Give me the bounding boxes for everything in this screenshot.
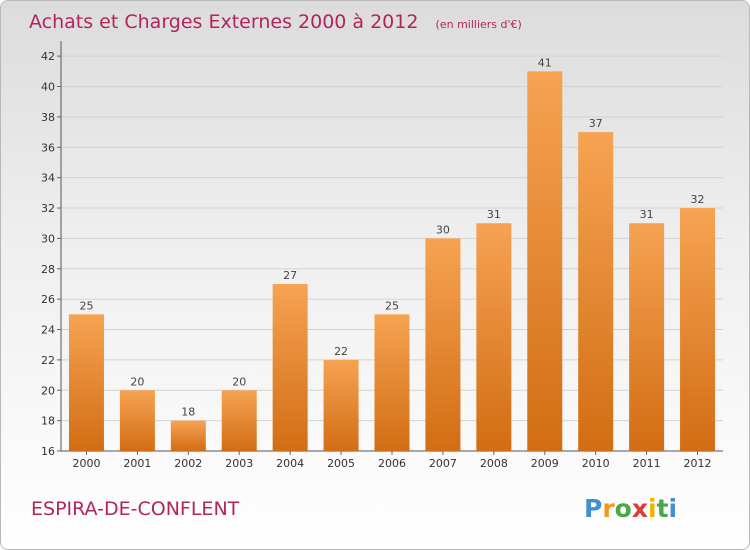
y-tick-label: 30 xyxy=(41,232,55,245)
bar-2009 xyxy=(527,71,563,452)
bar-2004 xyxy=(272,283,308,451)
bar-2010 xyxy=(578,132,614,451)
value-label: 41 xyxy=(538,56,552,69)
y-tick-label: 26 xyxy=(41,293,55,306)
commune-name: ESPIRA-DE-CONFLENT xyxy=(31,498,240,520)
bar-2008 xyxy=(476,223,512,451)
x-tick-label: 2000 xyxy=(72,457,100,470)
proxiti-logo-letter: i xyxy=(669,494,678,523)
y-tick-label: 28 xyxy=(41,263,55,276)
value-label: 20 xyxy=(130,375,144,388)
x-tick-label: 2009 xyxy=(531,457,559,470)
proxiti-logo-letter: x xyxy=(632,494,648,523)
x-tick-label: 2003 xyxy=(225,457,253,470)
x-tick-label: 2011 xyxy=(633,457,661,470)
y-tick-label: 42 xyxy=(41,50,55,63)
bar-2005 xyxy=(323,359,359,451)
bars xyxy=(68,71,716,452)
x-tick-label: 2005 xyxy=(327,457,355,470)
x-tick-label: 2010 xyxy=(582,457,610,470)
chart-title-group: Achats et Charges Externes 2000 à 2012 (… xyxy=(29,11,522,33)
proxiti-logo: Proxiti xyxy=(584,494,677,523)
x-tick-label: 2001 xyxy=(123,457,151,470)
bar-2001 xyxy=(119,390,155,451)
y-tick-label: 36 xyxy=(41,141,55,154)
y-tick-label: 18 xyxy=(41,415,55,428)
x-tick-label: 2002 xyxy=(174,457,202,470)
y-axis-ticks: 16 18 20 22 24 26 28 30 32 34 36 38 40 42 xyxy=(41,50,61,458)
x-axis-labels: 2000 2001 2002 2003 2004 2005 2006 2007 2008 2009… xyxy=(72,451,712,470)
proxiti-logo-letter: P xyxy=(584,494,602,523)
y-tick-label: 20 xyxy=(41,384,55,397)
x-tick-label: 2007 xyxy=(429,457,457,470)
bar-2011 xyxy=(629,223,665,451)
value-label: 25 xyxy=(79,299,93,312)
bar-2000 xyxy=(68,314,104,451)
y-tick-label: 32 xyxy=(41,202,55,215)
bar-2007 xyxy=(425,238,461,451)
bar-2002 xyxy=(170,420,206,451)
value-label: 18 xyxy=(181,406,195,419)
value-label: 20 xyxy=(232,375,246,388)
value-label: 31 xyxy=(487,208,501,221)
y-tick-label: 24 xyxy=(41,324,55,337)
y-tick-label: 22 xyxy=(41,354,55,367)
value-label: 31 xyxy=(640,208,654,221)
x-tick-label: 2012 xyxy=(684,457,712,470)
bar-2003 xyxy=(221,390,257,451)
value-labels: 25 20 18 20 27 22 25 30 31 41 37 31 32 xyxy=(79,56,704,418)
chart-unit: (en milliers d'€) xyxy=(436,18,522,31)
y-tick-label: 38 xyxy=(41,111,55,124)
bar-2012 xyxy=(680,208,716,451)
value-label: 22 xyxy=(334,345,348,358)
y-tick-label: 40 xyxy=(41,81,55,94)
proxiti-logo-letter: r xyxy=(602,494,615,523)
bar-2006 xyxy=(374,314,410,451)
value-label: 37 xyxy=(589,117,603,130)
proxiti-logo-letter: t xyxy=(657,494,669,523)
y-tick-label: 34 xyxy=(41,172,55,185)
chart-title: Achats et Charges Externes 2000 à 2012 xyxy=(29,11,418,33)
x-tick-label: 2004 xyxy=(276,457,304,470)
value-label: 32 xyxy=(691,193,705,206)
value-label: 30 xyxy=(436,223,450,236)
value-label: 25 xyxy=(385,299,399,312)
proxiti-logo-letter: i xyxy=(648,494,657,523)
x-tick-label: 2008 xyxy=(480,457,508,470)
x-tick-label: 2006 xyxy=(378,457,406,470)
value-label: 27 xyxy=(283,269,297,282)
y-tick-label: 16 xyxy=(41,445,55,458)
proxiti-logo-letter: o xyxy=(615,494,632,523)
